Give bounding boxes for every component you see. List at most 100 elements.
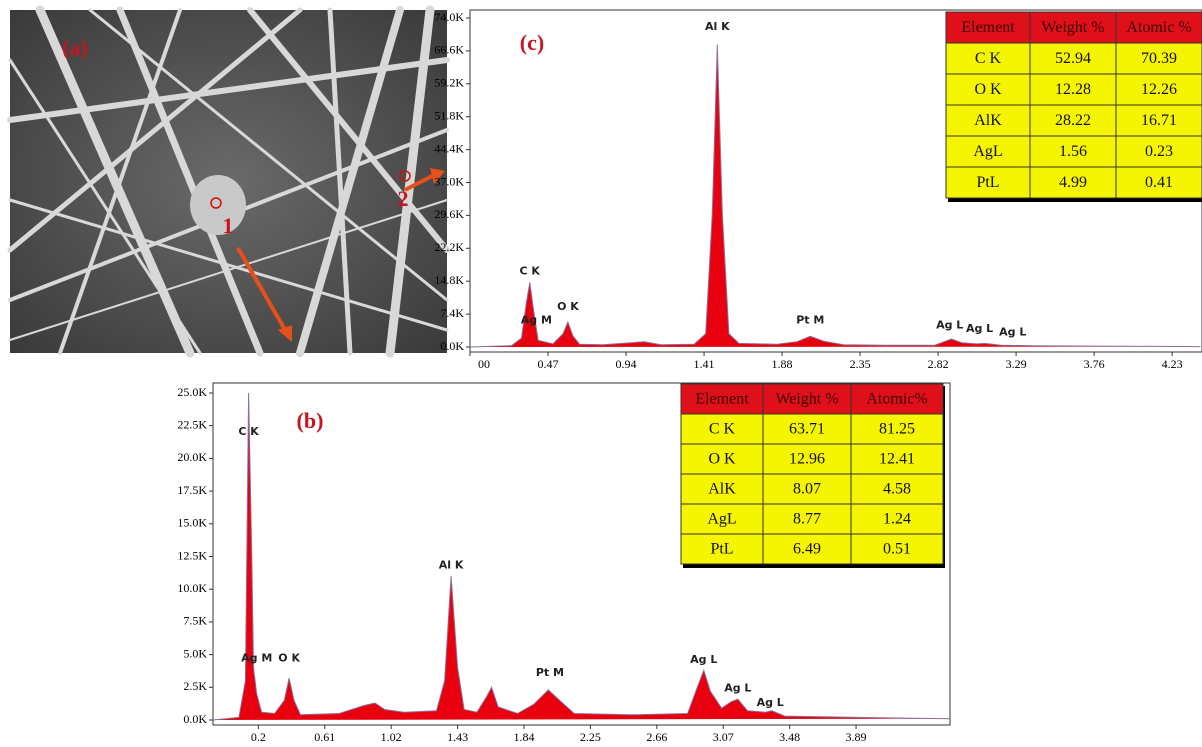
- peak-label: Ag L: [999, 325, 1026, 338]
- y-tick-label: 15.0K: [177, 516, 207, 530]
- x-tick-label: 00: [478, 357, 490, 371]
- y-tick-label: 59.2K: [434, 76, 464, 90]
- table-value: PtL: [976, 174, 999, 191]
- x-tick-label: 1.88: [772, 357, 793, 371]
- x-tick-label: 2.35: [850, 357, 871, 371]
- peak-label: Ag L: [966, 322, 993, 335]
- table-value: 70.39: [1141, 50, 1177, 67]
- peak-label: Al K: [439, 559, 464, 572]
- table-value: AgL: [973, 143, 1002, 160]
- y-tick-label: 51.8K: [434, 108, 464, 122]
- x-tick-label: 4.23: [1162, 357, 1183, 371]
- table-value: 4.58: [883, 481, 911, 498]
- table-value: O K: [974, 81, 1002, 98]
- y-tick-label: 10.0K: [177, 581, 207, 595]
- y-tick-label: 25.0K: [177, 385, 207, 399]
- y-tick-label: 20.0K: [177, 450, 207, 464]
- y-tick-label: 22.5K: [177, 417, 207, 431]
- table-value: 0.41: [1145, 174, 1173, 191]
- table-header: Weight %: [775, 391, 838, 408]
- table-header: Atomic%: [866, 391, 927, 408]
- panel-label: (a): [62, 35, 88, 60]
- panel-label: (b): [297, 408, 324, 433]
- x-tick-label: 3.89: [846, 730, 867, 744]
- x-tick-label: 3.07: [713, 730, 734, 744]
- table-value: 52.94: [1055, 50, 1091, 67]
- y-tick-label: 7.5K: [183, 614, 207, 628]
- x-tick-label: 3.48: [779, 730, 800, 744]
- table-value: PtL: [710, 541, 733, 558]
- table-value: 1.56: [1059, 143, 1087, 160]
- table-value: 8.07: [793, 481, 821, 498]
- peak-label: O K: [278, 652, 300, 665]
- y-tick-label: 44.4K: [434, 141, 464, 155]
- x-tick-label: 1.84: [513, 730, 534, 744]
- table-value: 0.51: [883, 541, 911, 558]
- panel-label: (c): [520, 30, 544, 55]
- peak-label: C K: [520, 264, 541, 277]
- x-tick-label: 0.94: [616, 357, 637, 371]
- table-header: Weight %: [1041, 19, 1104, 36]
- y-tick-label: 74.0K: [434, 10, 464, 24]
- x-tick-label: 2.25: [580, 730, 601, 744]
- y-tick-label: 12.5K: [177, 548, 207, 562]
- particle: [190, 175, 246, 235]
- x-tick-label: 0.2: [251, 730, 266, 744]
- table-value: 12.96: [789, 451, 825, 468]
- table-value: 8.77: [793, 511, 821, 528]
- y-tick-label: 37.0K: [434, 174, 464, 188]
- peak-label: Ag M: [521, 313, 552, 326]
- table-header: Element: [695, 391, 749, 408]
- table-value: 12.41: [879, 451, 915, 468]
- peak-label: Pt M: [536, 666, 564, 679]
- table-value: AlK: [708, 481, 736, 498]
- y-tick-label: 14.8K: [434, 273, 464, 287]
- table-value: 12.28: [1055, 81, 1091, 98]
- sem-image: (a) 1 2: [10, 10, 447, 353]
- y-tick-label: 29.6K: [434, 207, 464, 221]
- figure: (a) 1 2 0.0K 7.4K 14.8K 22.2K 29.6K 37.0K 44.4…: [0, 0, 1202, 747]
- table-value: 12.26: [1141, 81, 1177, 98]
- peak-label: Ag L: [936, 319, 963, 332]
- x-tick-label: 0.47: [538, 357, 559, 371]
- peak-label: C K: [238, 425, 259, 438]
- y-tick-label: 17.5K: [177, 483, 207, 497]
- x-tick-label: 1.43: [447, 730, 468, 744]
- y-tick-label: 22.2K: [434, 240, 464, 254]
- x-tick-label: 2.66: [646, 730, 667, 744]
- y-tick-label: 5.0K: [183, 646, 207, 660]
- table-value: O K: [708, 451, 736, 468]
- x-tick-label: 3.29: [1006, 357, 1027, 371]
- peak-label: Ag L: [690, 653, 717, 666]
- table-value: 6.49: [793, 541, 821, 558]
- table-value: C K: [709, 421, 736, 438]
- peak-label: Pt M: [796, 313, 824, 326]
- table-value: AgL: [707, 511, 736, 528]
- table-header: Element: [961, 19, 1015, 36]
- x-tick-label: 0.61: [314, 730, 335, 744]
- peak-label: Al K: [705, 20, 730, 33]
- x-tick-label: 1.41: [694, 357, 715, 371]
- peak-label: Ag L: [757, 696, 784, 709]
- x-tick-label: 2.82: [928, 357, 949, 371]
- peak-label: Ag M: [241, 652, 272, 665]
- y-tick-label: 0.0K: [183, 712, 207, 726]
- y-tick-label: 0.0K: [440, 339, 464, 353]
- x-tick-label: 1.02: [381, 730, 402, 744]
- table-value: 4.99: [1059, 174, 1087, 191]
- table-value: 0.23: [1145, 143, 1173, 160]
- table-value: C K: [975, 50, 1002, 67]
- table-value: 81.25: [879, 421, 915, 438]
- table-value: 63.71: [789, 421, 825, 438]
- peak-label: Ag L: [724, 682, 751, 695]
- table-value: 16.71: [1141, 112, 1177, 129]
- y-tick-label: 66.6K: [434, 43, 464, 57]
- table-value: 28.22: [1055, 112, 1091, 129]
- point-label: 2: [398, 186, 409, 211]
- peak-label: O K: [557, 300, 579, 313]
- y-tick-label: 2.5K: [183, 679, 207, 693]
- table-value: 1.24: [883, 511, 911, 528]
- x-tick-label: 3.76: [1084, 357, 1105, 371]
- y-tick-label: 7.4K: [440, 306, 464, 320]
- table-value: AlK: [974, 112, 1002, 129]
